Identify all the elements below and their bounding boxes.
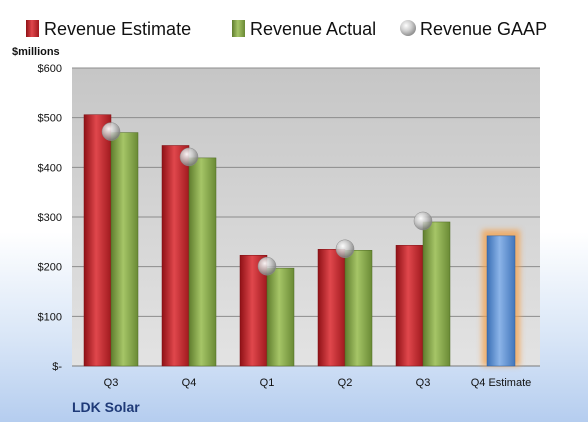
marker-revenue-gaap [101,122,121,141]
y-tick-label: $100 [38,311,62,323]
bar-marks [83,114,520,367]
x-tick-label: Q4 [182,377,197,389]
bar-revenue-actual [422,221,451,367]
bar-revenue-estimate [317,249,346,367]
y-tick-label: $600 [38,63,62,75]
legend-item-revenue-estimate: Revenue Estimate [26,19,191,39]
legend-marker-revenue-gaap [400,20,416,36]
company-label: LDK Solar [72,399,140,415]
x-tick-label: Q1 [260,377,275,389]
y-tick-label: $500 [38,113,62,125]
marker-revenue-gaap [335,239,355,259]
y-unit-label: $millions [12,46,60,58]
grid-lines [72,67,540,367]
bar-revenue-actual [110,132,139,367]
bar-revenue-actual [188,157,217,367]
bar-revenue-estimate [83,114,112,367]
x-tick-label: Q4 Estimate [471,377,532,389]
y-tick-label: $300 [38,212,62,224]
legend: Revenue Estimate Revenue Actual Revenue … [26,19,547,39]
legend-swatch-revenue-actual [232,20,245,37]
legend-item-revenue-gaap: Revenue GAAP [400,19,547,39]
legend-label-revenue-actual: Revenue Actual [250,19,376,39]
bar-revenue-estimate [395,245,424,367]
x-axis-ticks: Q3 Q4 Q1 Q2 Q3 Q4 Estimate [104,377,532,389]
bar-revenue-estimate [161,145,190,367]
marker-revenue-gaap [413,211,433,231]
x-tick-label: Q3 [104,377,119,389]
bar-revenue-actual [266,267,295,367]
y-tick-label: $- [52,361,62,373]
x-tick-label: Q2 [338,377,353,389]
marker-revenue-gaap [179,147,199,167]
bar-q4-estimate [486,235,516,367]
y-tick-label: $200 [38,262,62,274]
marker-revenue-gaap [257,256,277,276]
legend-item-revenue-actual: Revenue Actual [232,19,376,39]
legend-label-revenue-gaap: Revenue GAAP [420,19,547,39]
legend-swatch-revenue-estimate [26,20,39,37]
legend-label-revenue-estimate: Revenue Estimate [44,19,191,39]
y-tick-label: $400 [38,162,62,174]
x-tick-label: Q3 [416,377,431,389]
gaap-markers [101,122,433,276]
bar-revenue-actual [344,250,373,367]
y-axis-ticks: $- $100 $200 $300 $400 $500 $600 [38,63,63,373]
